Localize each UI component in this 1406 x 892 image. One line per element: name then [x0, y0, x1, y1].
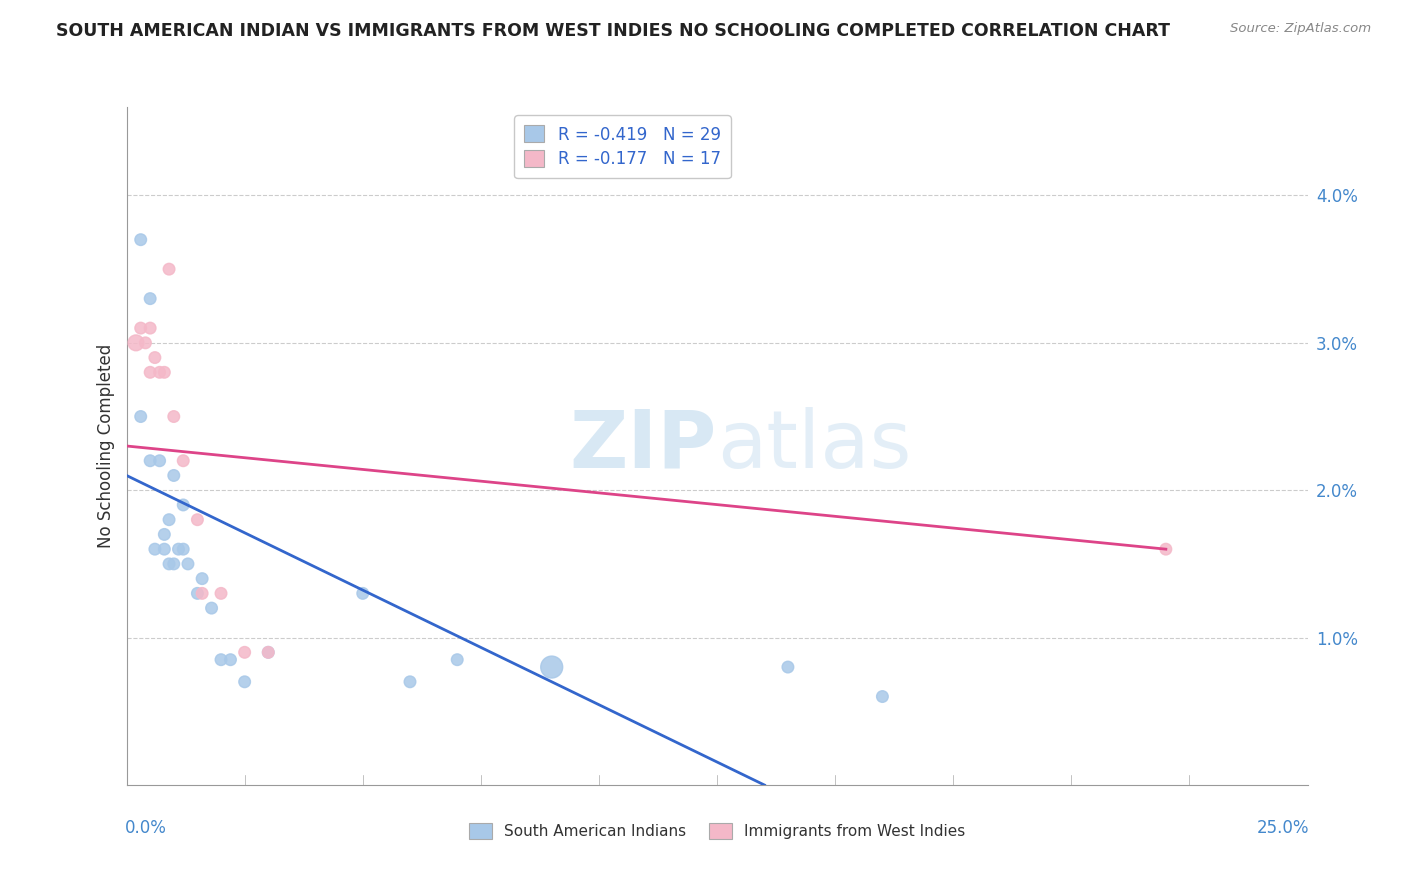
Point	[776, 660, 799, 674]
Point	[153, 542, 176, 557]
Text: SOUTH AMERICAN INDIAN VS IMMIGRANTS FROM WEST INDIES NO SCHOOLING COMPLETED CORR: SOUTH AMERICAN INDIAN VS IMMIGRANTS FROM…	[56, 22, 1170, 40]
Text: ZIP: ZIP	[569, 407, 717, 485]
Point	[209, 586, 232, 600]
Point	[153, 365, 176, 379]
Point	[352, 586, 374, 600]
Point	[163, 557, 186, 571]
Point	[129, 321, 152, 335]
Point	[172, 542, 194, 557]
Point	[157, 557, 180, 571]
Point	[153, 527, 176, 541]
Point	[172, 498, 194, 512]
Point	[139, 365, 162, 379]
Y-axis label: No Schooling Completed: No Schooling Completed	[97, 344, 115, 548]
Point	[186, 586, 208, 600]
Text: Source: ZipAtlas.com: Source: ZipAtlas.com	[1230, 22, 1371, 36]
Point	[257, 645, 280, 659]
Point	[163, 409, 186, 424]
Point	[200, 601, 222, 615]
Point	[157, 513, 180, 527]
Point	[134, 335, 156, 350]
Point	[191, 572, 214, 586]
Point	[129, 233, 152, 247]
Text: atlas: atlas	[717, 407, 911, 485]
Point	[872, 690, 894, 704]
Point	[191, 586, 214, 600]
Point	[143, 351, 166, 365]
Point	[129, 409, 152, 424]
Point	[139, 454, 162, 468]
Point	[172, 454, 194, 468]
Point	[1154, 542, 1177, 557]
Text: 0.0%: 0.0%	[125, 819, 167, 837]
Point	[233, 674, 256, 689]
Point	[139, 321, 162, 335]
Point	[143, 542, 166, 557]
Point	[125, 335, 148, 350]
Point	[157, 262, 180, 277]
Point	[219, 653, 242, 667]
Point	[399, 674, 422, 689]
Point	[186, 513, 208, 527]
Point	[446, 653, 468, 667]
Point	[540, 660, 562, 674]
Point	[149, 365, 172, 379]
Point	[209, 653, 232, 667]
Point	[149, 454, 172, 468]
Text: 25.0%: 25.0%	[1257, 819, 1309, 837]
Point	[167, 542, 190, 557]
Legend: South American Indians, Immigrants from West Indies: South American Indians, Immigrants from …	[463, 817, 972, 845]
Point	[139, 292, 162, 306]
Point	[163, 468, 186, 483]
Point	[233, 645, 256, 659]
Point	[177, 557, 200, 571]
Point	[257, 645, 280, 659]
